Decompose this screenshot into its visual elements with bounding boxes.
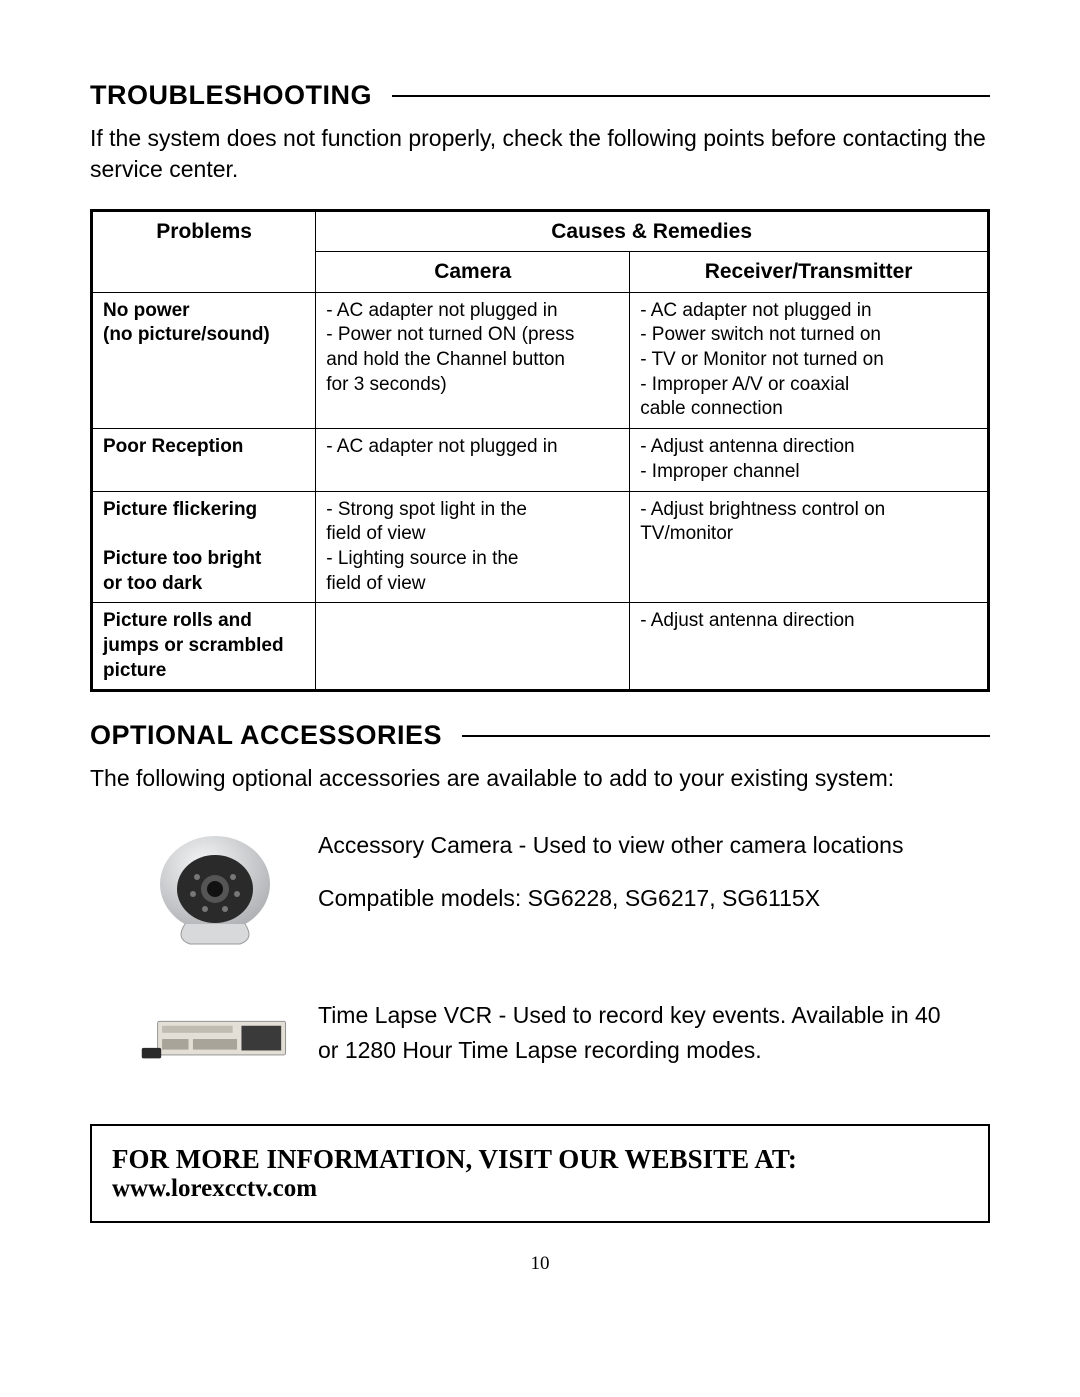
th-camera: Camera [316, 252, 630, 292]
accessory-camera-text: Accessory Camera - Used to view other ca… [318, 824, 903, 915]
info-box-heading: FOR MORE INFORMATION, VISIT OUR WEBSITE … [112, 1144, 968, 1175]
th-causes: Causes & Remedies [316, 211, 989, 252]
problem-label: No power (no picture/sound) [103, 300, 270, 346]
cell-receiver: - Adjust brightness control on TV/monito… [630, 491, 989, 603]
accessories-intro: The following optional accessories are a… [90, 763, 990, 794]
cell-camera: - AC adapter not plugged in - Power not … [316, 292, 630, 428]
problem-label: Poor Reception [103, 436, 243, 457]
accessory-item-vcr: Time Lapse VCR - Used to record key even… [140, 994, 990, 1084]
troubleshooting-table: Problems Causes & Remedies Camera Receiv… [90, 209, 990, 692]
problem-label: Picture flickering Picture too bright or… [103, 499, 261, 594]
divider-line [392, 95, 990, 97]
problem-label: Picture rolls and jumps or scrambled pic… [103, 610, 284, 680]
accessories-header: OPTIONAL ACCESSORIES [90, 720, 990, 751]
cell-receiver: - Adjust antenna direction - Improper ch… [630, 429, 989, 491]
accessory-vcr-icon [140, 994, 290, 1084]
th-receiver: Receiver/Transmitter [630, 252, 989, 292]
table-row: Poor Reception - AC adapter not plugged … [92, 429, 989, 491]
accessory-item-camera: Accessory Camera - Used to view other ca… [140, 824, 990, 954]
th-problems: Problems [92, 211, 316, 293]
page-number: 10 [90, 1253, 990, 1275]
table-row: No power (no picture/sound) - AC adapter… [92, 292, 989, 428]
cell-camera [316, 603, 630, 691]
cell-camera: - Strong spot light in the field of view… [316, 491, 630, 603]
troubleshooting-title: TROUBLESHOOTING [90, 80, 372, 111]
cell-receiver: - AC adapter not plugged in - Power swit… [630, 292, 989, 428]
divider-line [462, 735, 990, 737]
info-box-url: www.lorexcctv.com [112, 1175, 968, 1203]
page-content: TROUBLESHOOTING If the system does not f… [0, 0, 1080, 1315]
accessories-title: OPTIONAL ACCESSORIES [90, 720, 442, 751]
troubleshooting-intro: If the system does not function properly… [90, 123, 990, 185]
troubleshooting-header: TROUBLESHOOTING [90, 80, 990, 111]
info-box: FOR MORE INFORMATION, VISIT OUR WEBSITE … [90, 1124, 990, 1223]
cell-camera: - AC adapter not plugged in [316, 429, 630, 491]
accessory-camera-icon [140, 824, 290, 954]
accessory-vcr-text: Time Lapse VCR - Used to record key even… [318, 994, 990, 1067]
accessory-camera-models: Compatible models: SG6228, SG6217, SG611… [318, 881, 903, 916]
accessory-vcr-desc: Time Lapse VCR - Used to record key even… [318, 998, 950, 1067]
accessory-camera-desc: Accessory Camera - Used to view other ca… [318, 828, 903, 863]
table-row: Picture rolls and jumps or scrambled pic… [92, 603, 989, 691]
cell-receiver: - Adjust antenna direction [630, 603, 989, 691]
table-row: Picture flickering Picture too bright or… [92, 491, 989, 603]
